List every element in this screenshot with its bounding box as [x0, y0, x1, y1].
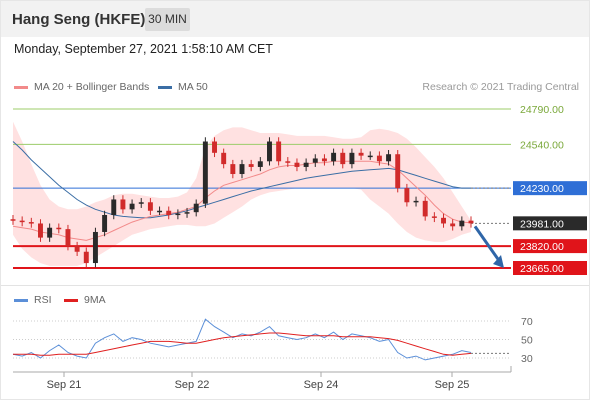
candle-body: [358, 152, 364, 156]
x-tick-label: Sep 22: [175, 379, 210, 391]
candle-body: [422, 200, 428, 217]
panel-divider: [1, 285, 589, 286]
candle-body: [47, 227, 53, 238]
candle-body: [129, 203, 135, 210]
level-label-2: 24230.00: [520, 183, 564, 195]
candle-body: [92, 231, 98, 264]
candle-body: [431, 216, 437, 218]
level-label-1: 24540.00: [520, 139, 564, 151]
legend-ma20-label: MA 20 + Bollinger Bands: [34, 81, 150, 93]
candle-body: [65, 229, 71, 247]
legend-9ma-label: 9MA: [84, 294, 106, 306]
candle-body: [74, 246, 80, 252]
rsi-tick-label: 30: [521, 353, 533, 365]
chart-header: Hang Seng (HKFE) 30 MIN: [1, 1, 589, 37]
level-box-4: [513, 239, 587, 254]
rsi-chart: 70 50 30 Sep 21 Sep 22 Sep 24 Sep 25: [12, 316, 533, 391]
level-box-2: [513, 181, 587, 196]
candle-body: [331, 152, 337, 162]
level-box-5: [513, 261, 587, 275]
candle-body: [193, 203, 199, 213]
legend-ma50: MA 50: [158, 81, 208, 93]
rsi-line: [12, 318, 472, 361]
ma20-swatch: [14, 85, 28, 89]
candle-body: [404, 188, 410, 203]
price-chart: 24790.00 24540.00 24230.00 23981.00 23820.00…: [10, 104, 587, 275]
level-label-0: 24790.00: [520, 104, 564, 116]
candle-body: [138, 202, 144, 204]
legend-rsi: RSI: [14, 294, 52, 306]
candle-body: [450, 223, 456, 227]
level-box-3: [513, 216, 587, 231]
candle-body: [19, 220, 25, 223]
candle-body: [111, 199, 117, 215]
x-tick-label: Sep 21: [47, 379, 82, 391]
candle-body: [376, 155, 382, 162]
candle-body: [120, 199, 126, 210]
candle-body: [157, 210, 163, 213]
legend-ma20: MA 20 + Bollinger Bands: [14, 81, 149, 93]
candle-body: [257, 161, 263, 167]
candle-body: [56, 227, 62, 230]
candle-body: [312, 158, 318, 163]
ma50-swatch: [158, 85, 172, 89]
candle-body: [303, 162, 309, 167]
candle-body: [395, 154, 401, 189]
candle-body: [285, 161, 291, 163]
candle-body: [102, 215, 108, 232]
9ma-swatch: [64, 298, 78, 302]
candle-body: [239, 164, 245, 175]
research-credit: Research © 2021 Trading Central: [422, 81, 579, 93]
candle-body: [349, 152, 355, 165]
candle-body: [248, 164, 254, 167]
instrument-title: Hang Seng (HKFE): [12, 11, 146, 28]
candle-body: [468, 220, 474, 224]
level-label-5: 23665.00: [520, 263, 564, 275]
legend-rsi-label: RSI: [34, 294, 52, 306]
rsi-tick-label: 50: [521, 335, 533, 347]
candle-body: [386, 154, 392, 162]
x-tick-label: Sep 25: [435, 379, 470, 391]
candle-body: [459, 220, 465, 227]
candle-body: [230, 164, 236, 175]
candle-body: [267, 141, 272, 162]
candle-body: [175, 213, 181, 216]
legend-9ma: 9MA: [64, 294, 106, 306]
candle-body: [276, 141, 282, 162]
candle-body: [367, 155, 373, 158]
candle-body: [413, 200, 419, 203]
level-label-4: 23820.00: [520, 241, 564, 253]
candle-body: [212, 141, 217, 153]
candle-body: [221, 152, 227, 165]
candle-body: [147, 202, 153, 211]
candle-body: [10, 219, 16, 221]
timeframe-button[interactable]: 30 MIN: [145, 8, 190, 31]
rsi-tick-label: 70: [521, 316, 533, 328]
candle-body: [83, 251, 89, 264]
candle-body: [166, 210, 172, 215]
candle-body: [202, 141, 208, 204]
candle-body: [28, 222, 34, 224]
legend-ma50-label: MA 50: [178, 81, 208, 93]
candle-body: [294, 162, 300, 167]
candle-body: [184, 212, 190, 214]
rsi-ma-line: [13, 332, 472, 356]
candle-body: [441, 217, 446, 224]
ma20-line: [12, 160, 472, 241]
forecast-arrow: [473, 225, 502, 263]
x-tick-label: Sep 24: [304, 379, 339, 391]
candle-body: [340, 152, 346, 165]
chart-datetime: Monday, September 27, 2021 1:58:10 AM CE…: [14, 42, 273, 56]
candle-body: [321, 158, 327, 162]
candle-body: [38, 223, 43, 238]
rsi-swatch: [14, 298, 28, 302]
level-label-3: 23981.00: [520, 218, 564, 230]
ma50-line: [12, 141, 471, 219]
forecast-arrowhead: [493, 255, 504, 268]
